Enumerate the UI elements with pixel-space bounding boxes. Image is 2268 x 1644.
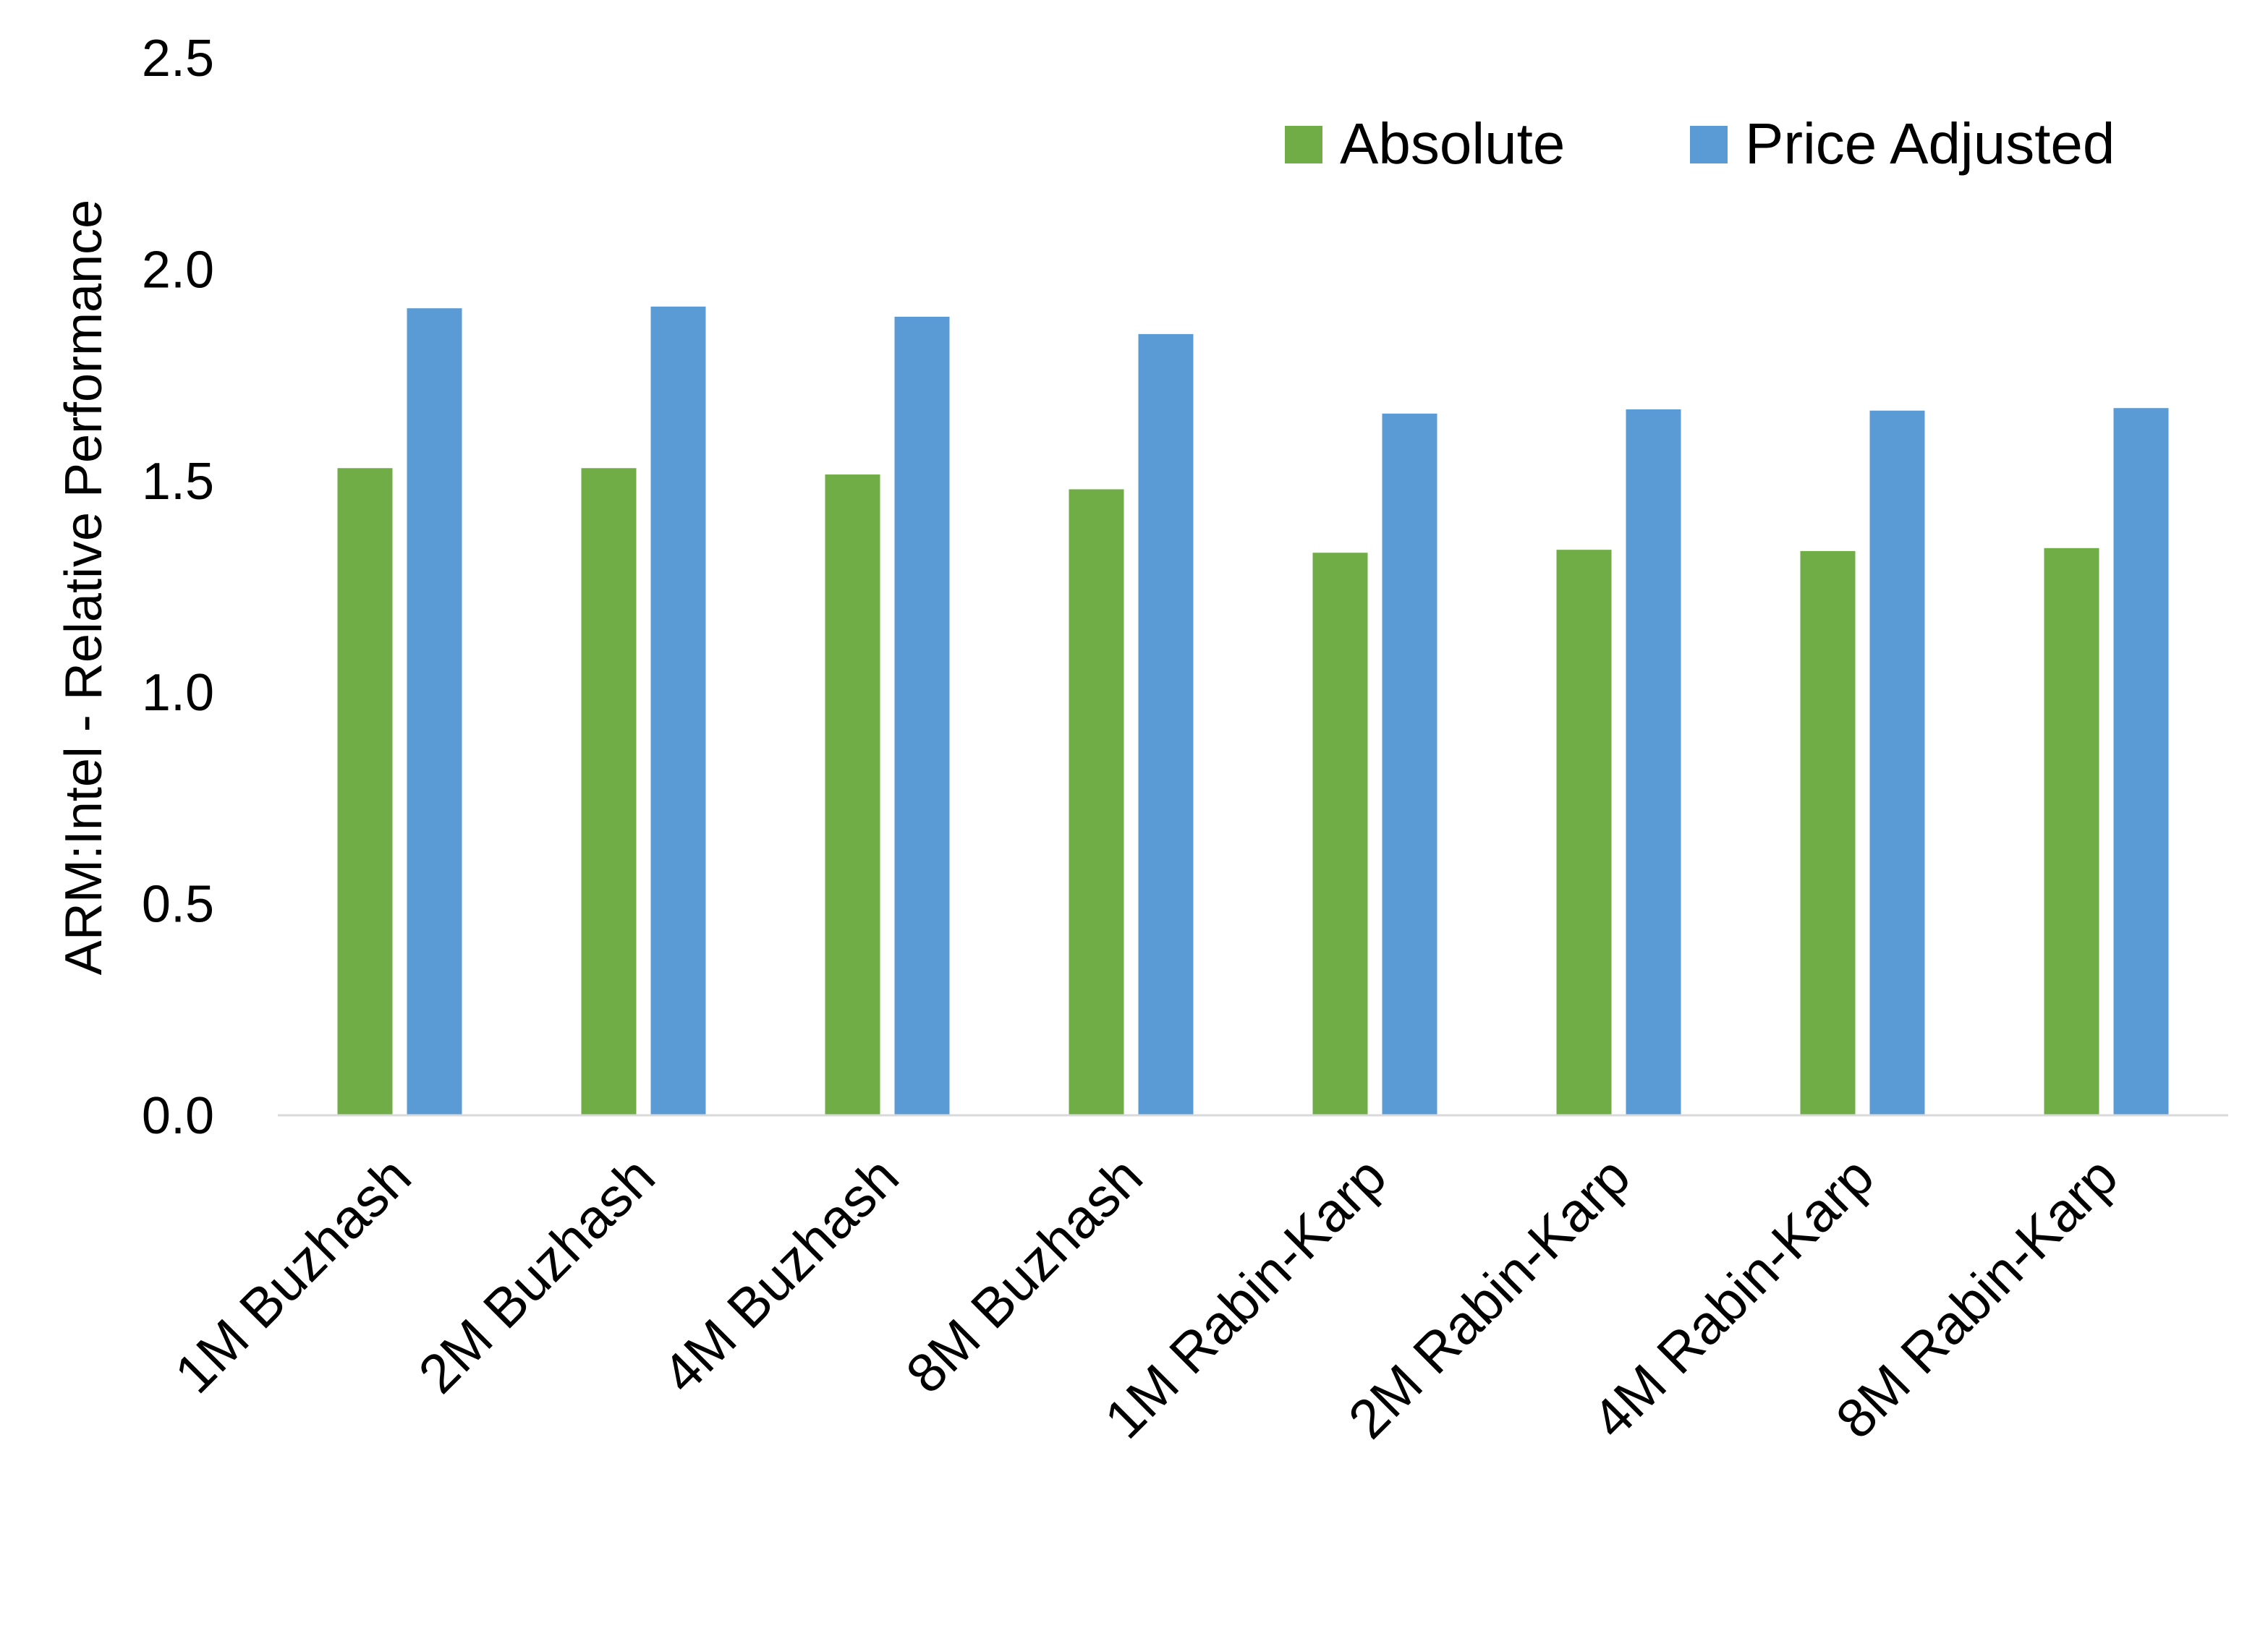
- bar-absolute: [1800, 550, 1856, 1115]
- bar-price-adjusted: [894, 316, 950, 1116]
- y-tick-label: 0.5: [142, 876, 214, 934]
- legend-swatch-price-adjusted: [1690, 126, 1728, 163]
- bars: [337, 306, 2169, 1116]
- bar-price-adjusted: [1138, 333, 1194, 1115]
- bar-price-adjusted: [1626, 409, 1681, 1115]
- y-tick-label: 2.5: [142, 30, 214, 88]
- y-axis-label: ARM:Intel - Relative Performance: [55, 200, 113, 975]
- bar-price-adjusted: [650, 306, 706, 1115]
- bar-absolute: [825, 474, 880, 1115]
- y-axis-ticks: 0.0 0.5 1.0 1.5 2.0 2.5: [142, 30, 214, 1145]
- legend: Absolute Price Adjusted: [1285, 111, 2115, 176]
- x-category-label: 8M Buzhash: [895, 1146, 1155, 1405]
- bar-absolute: [1312, 553, 1368, 1115]
- bar-absolute: [337, 468, 393, 1115]
- x-category-label: 4M Buzhash: [651, 1146, 911, 1405]
- legend-swatch-absolute: [1285, 126, 1322, 163]
- legend-label-absolute: Absolute: [1340, 111, 1565, 176]
- y-tick-label: 0.0: [142, 1087, 214, 1145]
- bar-price-adjusted: [1869, 410, 1925, 1115]
- y-tick-label: 1.0: [142, 664, 214, 722]
- bar-absolute: [1069, 489, 1124, 1115]
- y-tick-label: 1.5: [142, 453, 214, 511]
- bar-price-adjusted: [407, 308, 462, 1115]
- x-category-label: 2M Buzhash: [407, 1146, 667, 1405]
- bar-absolute: [1556, 550, 1612, 1115]
- legend-label-price-adjusted: Price Adjusted: [1745, 111, 2115, 176]
- bar-absolute: [581, 468, 637, 1115]
- x-category-label: 1M Buzhash: [163, 1146, 423, 1405]
- y-tick-label: 2.0: [142, 241, 214, 299]
- bar-price-adjusted: [2113, 408, 2169, 1115]
- bar-absolute: [2044, 548, 2099, 1115]
- bar-price-adjusted: [1382, 413, 1437, 1115]
